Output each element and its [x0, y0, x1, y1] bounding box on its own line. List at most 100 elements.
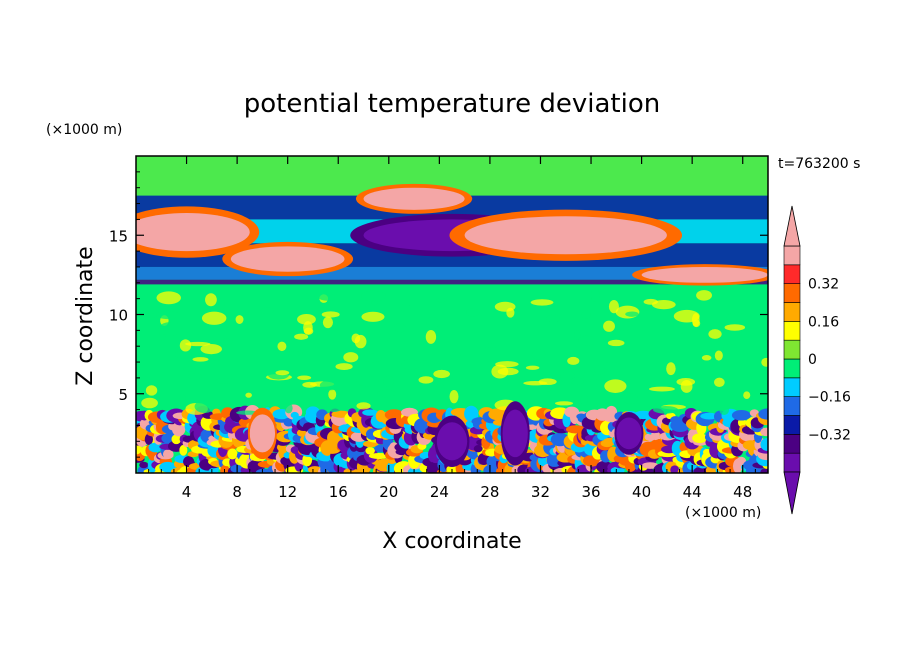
contour-cell	[758, 408, 768, 420]
contour-cell	[401, 359, 421, 370]
contour-cell	[643, 298, 658, 305]
contour-cell	[321, 311, 340, 318]
contour-cell	[139, 461, 149, 469]
contour-cell	[761, 357, 768, 367]
contour-blob	[641, 266, 768, 283]
contour-cell	[356, 376, 379, 387]
contour-cell	[171, 434, 182, 445]
colorbar-swatch	[783, 302, 801, 322]
colorbar-under-arrow	[783, 471, 801, 515]
x-tick-label: 48	[733, 483, 752, 501]
contour-cell	[377, 389, 396, 398]
contour-cell	[326, 401, 343, 413]
contour-cell	[691, 313, 700, 327]
contour-blob	[502, 409, 528, 458]
contour-cell	[622, 393, 638, 405]
contour-blob	[230, 246, 345, 272]
x-tick-label: 16	[329, 483, 348, 501]
contour-cell	[420, 360, 435, 367]
contour-cell	[235, 315, 244, 324]
contour-cell	[288, 351, 303, 356]
contour-cell	[145, 385, 158, 396]
contour-cell	[743, 391, 751, 400]
colorbar-swatch	[783, 396, 801, 416]
contour-cell	[603, 320, 615, 332]
contour-cell	[625, 311, 639, 317]
contour-cell	[318, 293, 337, 301]
contour-cell	[294, 333, 309, 340]
contour-cell	[399, 303, 411, 312]
contour-cell	[426, 317, 439, 330]
y-tick-label: 5	[118, 386, 128, 404]
contour-cell	[466, 308, 480, 317]
contour-cell	[648, 386, 675, 392]
contour-cell	[215, 298, 225, 311]
colorbar-label: −0.16	[808, 390, 851, 406]
contour-cell	[450, 351, 461, 361]
contour-cell	[666, 362, 676, 376]
contour-cell	[174, 350, 192, 359]
contour-cell	[474, 342, 500, 348]
contour-cell	[580, 394, 589, 406]
contour-cell	[435, 298, 447, 303]
x-tick-label: 28	[480, 483, 499, 501]
contour-cell	[701, 355, 712, 361]
contour-cell	[141, 397, 158, 409]
contour-cell	[361, 311, 385, 322]
contour-cell	[651, 299, 676, 310]
colorbar-swatch	[783, 377, 801, 397]
x-tick-label: 24	[430, 483, 449, 501]
contour-cell	[574, 330, 581, 340]
contour-cell	[494, 301, 516, 312]
contour-cell	[696, 290, 712, 301]
contour-blob	[363, 187, 465, 210]
contour-blob	[616, 417, 642, 450]
colorbar-swatch	[783, 415, 801, 435]
contour-cell	[185, 341, 211, 347]
colorbar-label: 0.16	[808, 314, 839, 330]
contour-cell	[433, 369, 450, 379]
contour-cell	[546, 314, 560, 323]
contour-cell	[449, 389, 459, 404]
contour-cell	[583, 370, 594, 382]
contour-cell	[724, 324, 746, 331]
contour-cell	[290, 411, 299, 419]
contour-cell	[297, 313, 316, 325]
colorbar-swatch	[783, 321, 801, 341]
contour-cell	[702, 448, 712, 456]
contour-cell	[179, 444, 188, 456]
contour-cell	[362, 409, 379, 416]
contour-cell	[590, 288, 600, 302]
colorbar-label: 0	[808, 352, 817, 368]
contour-cell	[607, 339, 625, 347]
contour-cell	[726, 312, 749, 322]
contour-cell	[435, 383, 445, 395]
contour-cell	[604, 379, 627, 393]
contour-blob	[436, 422, 468, 461]
contour-cell	[473, 444, 483, 453]
contour-blob	[136, 213, 250, 252]
contour-cell	[302, 381, 317, 388]
colorbar: 0.32 0.16 0 −0.16 −0.32	[783, 205, 851, 515]
y-tick-label: 15	[109, 227, 128, 245]
contour-cell	[554, 401, 574, 406]
x-tick-label: 44	[683, 483, 702, 501]
contour-cell	[245, 392, 252, 398]
contour-cell	[335, 363, 353, 371]
contour-cell	[179, 339, 192, 352]
contour-cell	[319, 380, 342, 391]
contour-cell	[425, 329, 437, 344]
contour-cell	[692, 433, 708, 443]
contour-cell	[383, 375, 394, 387]
colorbar-label: −0.32	[808, 427, 851, 443]
contour-cell	[179, 394, 186, 407]
y-unit-label: (×1000 m)	[46, 122, 122, 138]
contour-cell	[641, 462, 659, 469]
colorbar-over-arrow	[783, 205, 801, 247]
contour-cell	[283, 417, 294, 427]
contour-cell	[439, 365, 451, 372]
contour-cell	[652, 405, 679, 414]
colorbar-swatch	[783, 452, 801, 473]
contour-cell	[760, 467, 768, 473]
